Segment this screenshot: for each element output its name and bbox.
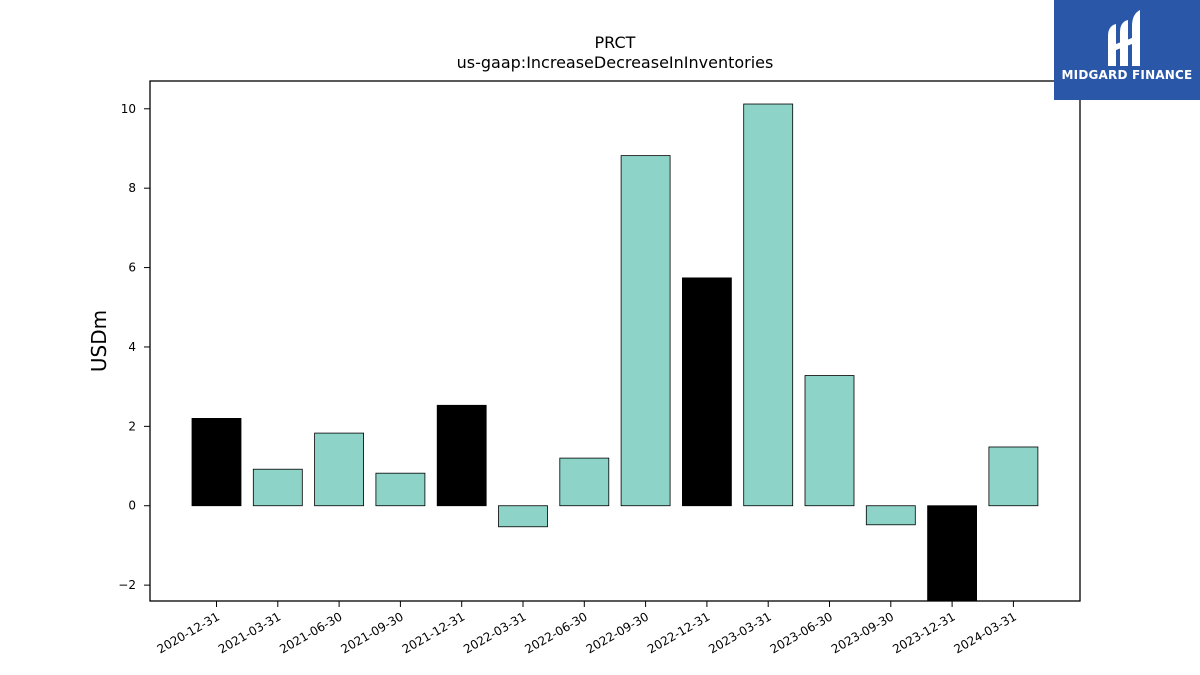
midgard-logo-icon [1108, 10, 1140, 66]
bar-2023-03-31 [743, 103, 794, 507]
bar-2022-09-30 [620, 155, 671, 507]
y-axis-label: USDm [87, 310, 111, 372]
brand-logo: MIDGARD FINANCE [1054, 0, 1200, 100]
x-tick-label: 2023-12-31 [890, 609, 957, 656]
bar-2021-09-30 [375, 472, 426, 507]
x-tick-label: 2022-03-31 [461, 609, 528, 656]
x-tick-label: 2023-06-30 [768, 609, 835, 656]
x-tick-label: 2020-12-31 [155, 609, 222, 656]
bar-2021-06-30 [314, 432, 365, 507]
chart-subtitle: us-gaap:IncreaseDecreaseInInventories [457, 53, 774, 72]
bar-2023-12-31 [927, 505, 977, 602]
bar-2022-06-30 [559, 457, 610, 507]
x-tick-label: 2022-09-30 [584, 609, 651, 656]
x-tick-label: 2022-12-31 [645, 609, 712, 656]
bar-2023-09-30 [865, 505, 916, 526]
x-tick-label: 2023-09-30 [829, 609, 896, 656]
x-tick-label: 2021-09-30 [338, 609, 405, 656]
plot-frame [149, 80, 1081, 602]
bar-2022-12-31 [682, 277, 732, 507]
y-tick-label: 0 [128, 499, 136, 513]
x-tick-label: 2024-03-31 [951, 609, 1018, 656]
y-tick-label: 2 [128, 419, 136, 433]
bars-group [191, 103, 1039, 602]
y-tick-label: 8 [128, 181, 136, 195]
bar-2022-03-31 [498, 505, 548, 528]
x-tick-label: 2021-06-30 [277, 609, 344, 656]
y-tick-label: 6 [128, 261, 136, 275]
chart-title: PRCT [595, 33, 636, 52]
bar-2023-06-30 [804, 375, 855, 507]
x-tick-label: 2021-03-31 [216, 609, 283, 656]
bar-2021-03-31 [252, 468, 303, 507]
bar-2020-12-31 [191, 418, 242, 507]
bar-2021-12-31 [436, 404, 487, 507]
x-tick-label: 2021-12-31 [400, 609, 467, 656]
y-tick-label: 10 [121, 102, 136, 116]
logo-text: MIDGARD FINANCE [1061, 68, 1193, 82]
x-tick-label: 2023-03-31 [706, 609, 773, 656]
y-tick-label: 4 [128, 340, 136, 354]
x-tick-label: 2022-06-30 [522, 609, 589, 656]
bar-2024-03-31 [988, 446, 1039, 507]
y-tick-label: −2 [118, 578, 136, 592]
x-axis-ticks: 2020-12-312021-03-312021-06-302021-09-30… [155, 601, 1019, 656]
y-axis-ticks: −2 0 2 4 6 8 10 [118, 102, 150, 592]
